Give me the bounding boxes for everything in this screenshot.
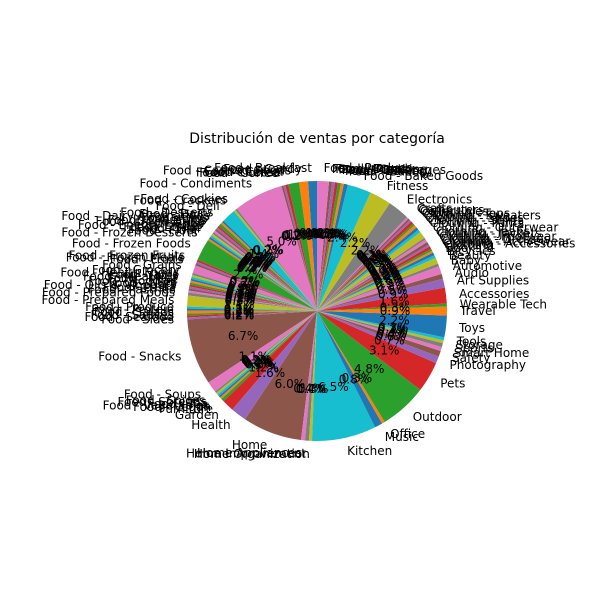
slice-label-electronics-97: Electronics xyxy=(407,193,472,207)
slice-label-pets-63: Pets xyxy=(440,377,465,391)
slice-pct-food-sides-44: 0.2% xyxy=(224,309,255,323)
slice-label-accessories-73: Accessories xyxy=(459,287,529,301)
slice-label-toys-70: Toys xyxy=(458,321,485,335)
slice-label-office-61: Office xyxy=(390,427,425,441)
slice-label-food-produce-106: Food - Produce xyxy=(324,161,413,175)
slice-pct-food-produce-106: 1.2% xyxy=(305,226,336,240)
slice-label-food-condiments-6: Food - Condiments xyxy=(139,177,252,191)
slice-label-kitchen-59: Kitchen xyxy=(347,444,392,458)
slice-label-outdoor-62: Outdoor xyxy=(413,410,462,424)
slice-label-food-snacks-45: Food - Snacks xyxy=(98,350,181,364)
slice-pct-outdoor-62: 4.8% xyxy=(354,362,385,376)
slice-label-tools-69: Tools xyxy=(456,335,487,349)
slice-label-home-organization-58: Home Organization xyxy=(194,447,310,461)
slice-label-food-sides-44: Food - Sides xyxy=(101,312,174,326)
slice-label-health-54: Health xyxy=(191,418,230,432)
chart-title: Distribución de ventas por categoría xyxy=(189,131,445,147)
slice-pct-food-snacks-45: 6.7% xyxy=(228,329,259,343)
